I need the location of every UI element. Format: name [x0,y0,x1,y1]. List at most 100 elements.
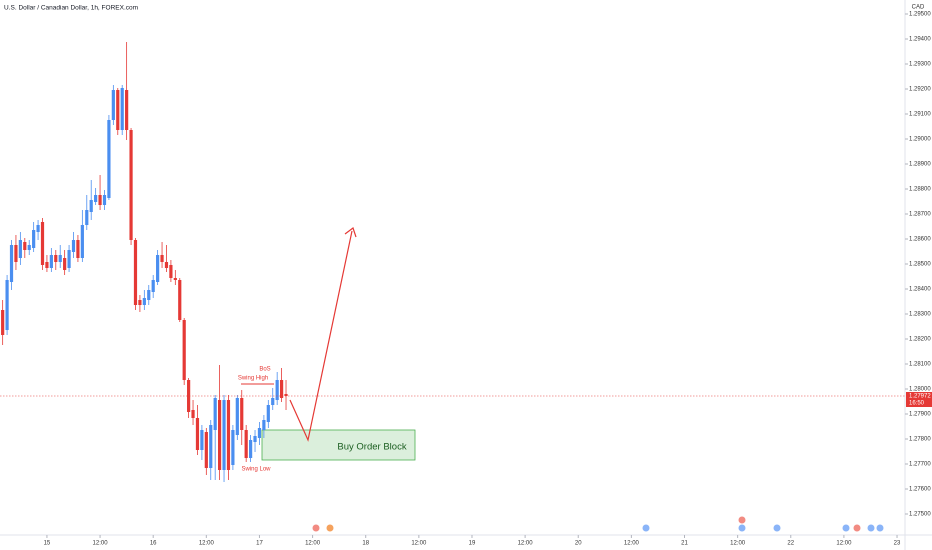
candle-body [5,280,9,330]
candle-body [249,440,253,458]
x-tick-label: 20 [575,541,582,547]
candle-body [32,230,36,248]
last-price-tag [906,392,932,407]
y-tick-label: 1.29000 [909,137,931,143]
y-tick-label: 1.27700 [909,462,931,468]
candle-body [36,225,40,232]
candle-body [182,320,186,380]
y-tick-label: 1.29300 [909,62,931,68]
candle-body [80,225,84,258]
candle-body [164,262,169,268]
y-tick-label: 1.28100 [909,362,931,368]
event-icon [876,524,884,532]
y-tick-label: 1.27800 [909,437,931,443]
order-block-zone [261,429,416,461]
y-tick-label: 1.28900 [909,162,931,168]
x-tick-label: 22 [787,541,794,547]
x-tick-label: 17 [256,541,263,547]
candle-body [9,245,14,282]
event-icon [642,524,650,532]
candle-body [40,222,45,265]
x-tick-label: 23 [894,541,901,547]
candle-body [266,405,270,422]
candle-body [226,400,231,470]
y-tick-label: 1.28200 [909,337,931,343]
event-icon [773,524,781,532]
candle-body [14,245,18,262]
candle-body [76,240,80,258]
candle-body [138,300,142,305]
candle-body [204,432,208,468]
event-icon [738,516,746,524]
candle-body [1,310,5,335]
candle-body [27,245,31,250]
candle-body [54,255,58,262]
candle-body [102,195,107,205]
candle-body [89,200,93,212]
x-tick-label: 12:00 [411,541,427,547]
y-tick-label: 1.28500 [909,262,931,268]
candle-body [187,380,191,412]
candle-body [133,240,138,305]
swing-high-label: Swing High [238,376,268,382]
y-tick-label: 1.28600 [909,237,931,243]
candle-body [275,380,279,400]
y-tick-label: 1.28000 [909,387,931,393]
candle-body [218,400,222,470]
event-icon [326,524,334,532]
candle-body [191,410,195,418]
candle-body [63,258,67,270]
y-tick-label: 1.28700 [909,212,931,218]
y-tick-label: 1.29400 [909,37,931,43]
swing-low-label: Swing Low [241,467,271,473]
candle-body [71,240,76,252]
candle-body [244,430,248,458]
candle-body [107,120,111,198]
candle-body [94,195,98,202]
x-tick-label: 19 [469,541,476,547]
x-tick-label: 12:00 [518,541,534,547]
candle-body [85,210,89,225]
event-icon [867,524,875,532]
y-tick-label: 1.29500 [909,12,931,18]
x-tick-label: 21 [681,541,688,547]
candle-body [279,380,284,398]
candle-body [262,420,266,430]
y-tick-label: 1.27900 [909,412,931,418]
candle-body [129,130,133,240]
x-tick-label: 16 [150,541,157,547]
candle-body [120,88,124,130]
candle-body [173,278,177,280]
countdown-label: 16:50 [909,401,925,407]
event-icon [842,524,850,532]
candle-body [195,418,200,450]
candle-body [49,255,53,268]
candle-body [111,90,115,120]
candle-body [151,280,155,292]
event-icon [853,524,861,532]
candle-body [125,90,129,130]
candle-body [200,430,204,450]
candle-body [235,398,239,435]
x-tick-label: 12:00 [836,541,852,547]
candle-body [222,400,226,470]
x-tick-label: 18 [362,541,369,547]
x-tick-label: 12:00 [93,541,109,547]
candle-body [58,255,62,262]
y-tick-label: 1.28400 [909,287,931,293]
x-tick-label: 12:00 [730,541,746,547]
x-tick-label: 12:00 [624,541,640,547]
candle-body [253,436,257,442]
chart-title: U.S. Dollar / Canadian Dollar, 1h, FOREX… [4,5,138,12]
candle-body [271,398,275,405]
candle-body [231,430,235,465]
event-icon [312,524,320,532]
last-price-label: 1.27972 [909,394,931,400]
x-tick-label: 12:00 [199,541,215,547]
event-icon [738,524,746,532]
bos-label: BoS [259,367,270,373]
candle-body [284,394,288,396]
event-icons [312,516,884,532]
